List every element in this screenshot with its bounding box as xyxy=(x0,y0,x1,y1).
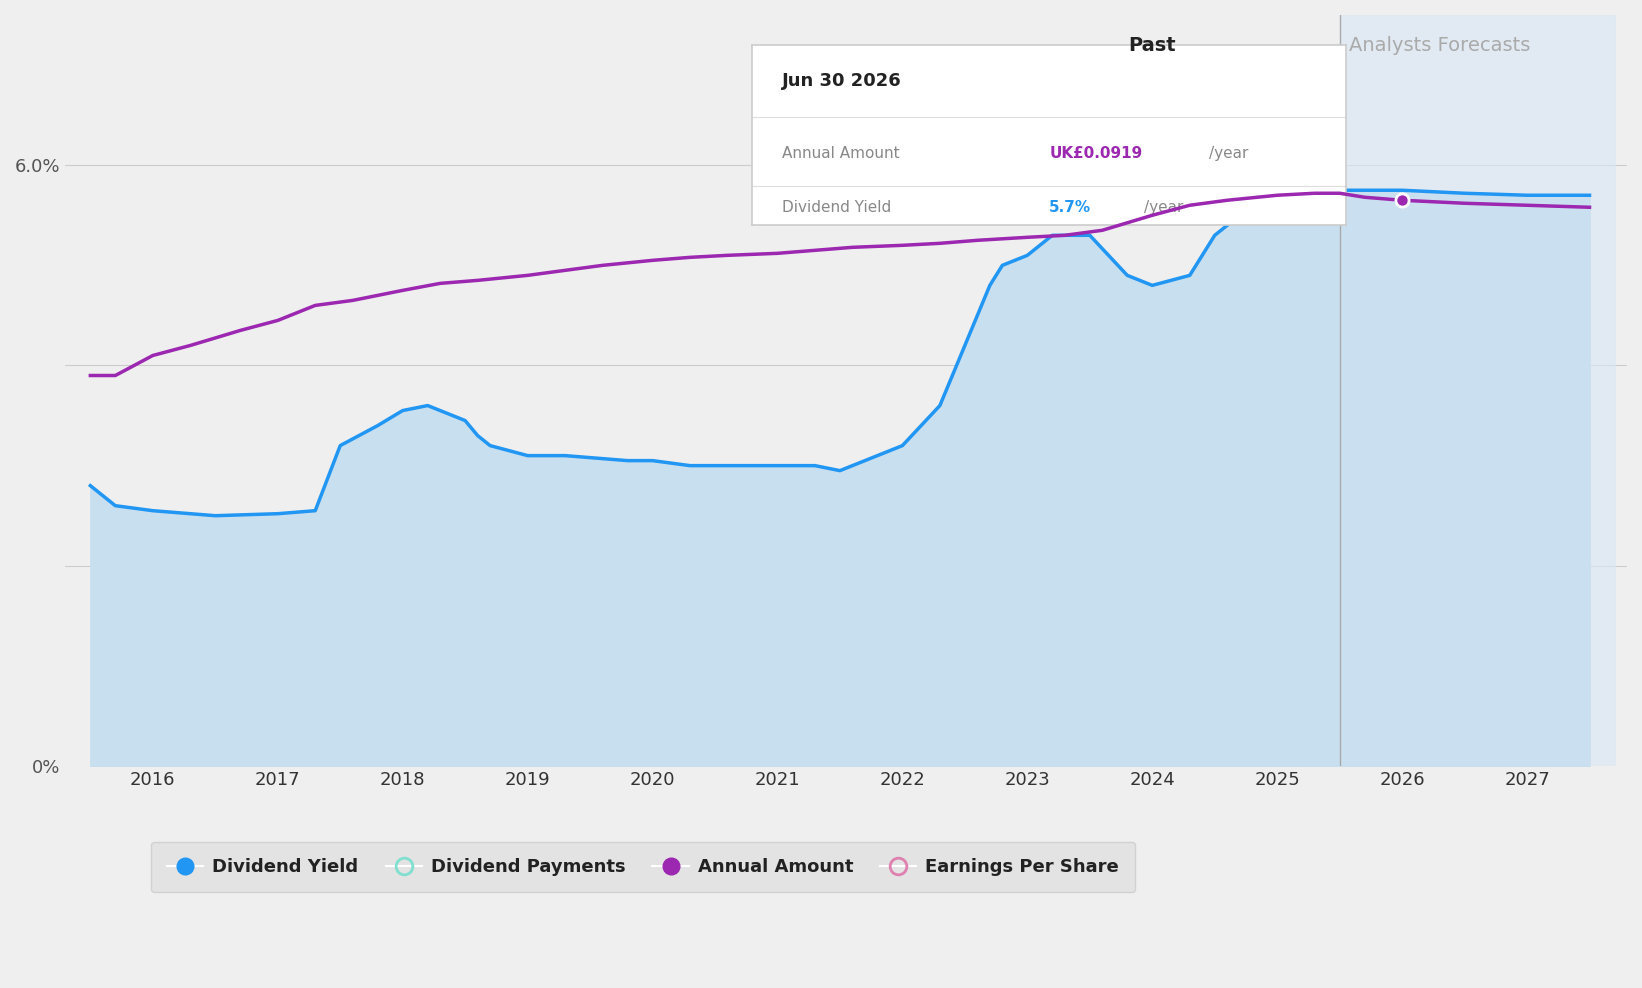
Text: Analysts Forecasts: Analysts Forecasts xyxy=(1350,36,1530,55)
Text: Past: Past xyxy=(1128,36,1176,55)
Legend: Dividend Yield, Dividend Payments, Annual Amount, Earnings Per Share: Dividend Yield, Dividend Payments, Annua… xyxy=(151,842,1135,892)
Point xyxy=(1389,193,1415,208)
Bar xyxy=(1340,15,1614,766)
